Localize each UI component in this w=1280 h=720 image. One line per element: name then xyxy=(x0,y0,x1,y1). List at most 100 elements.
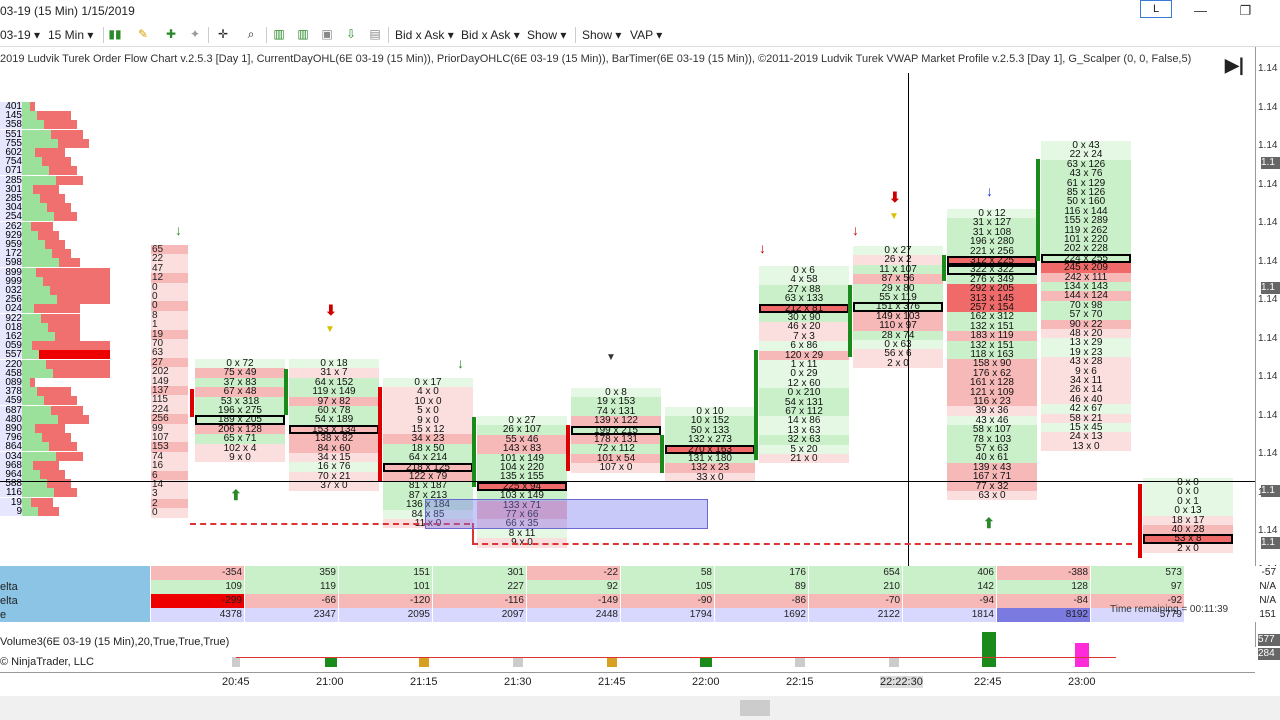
vp-sell-bar xyxy=(42,433,71,443)
scrollbar-thumb[interactable] xyxy=(740,700,770,716)
stats-cell: -66 xyxy=(245,594,338,608)
stats-cell: 359 xyxy=(245,566,338,580)
footprint-cell: 162 x 312 xyxy=(947,312,1037,322)
vp-price-label: 089 xyxy=(0,378,22,388)
vp-price-label: 999 xyxy=(0,276,22,286)
footprint-cell: 70 x 98 xyxy=(1041,300,1131,311)
time-label: 21:15 xyxy=(410,676,438,688)
vp-buy-bar xyxy=(22,295,57,305)
vp-sell-bar xyxy=(34,304,80,314)
show-dropdown-2[interactable]: Show ▾ xyxy=(582,28,622,42)
price-tick: 1.14 xyxy=(1258,525,1278,536)
vp-buy-bar xyxy=(22,332,55,341)
price-tick: 1.14 xyxy=(1258,63,1278,74)
chart-panel[interactable]: 2019 Ludvik Turek Order Flow Chart v.2.5… xyxy=(0,47,1255,567)
stats-cell: 573 xyxy=(1091,566,1184,580)
candle-body xyxy=(566,425,570,471)
crosshair-icon[interactable]: ✛ xyxy=(217,27,229,41)
save-icon[interactable]: ⇩ xyxy=(345,27,357,41)
interval-select[interactable]: 15 Min ▾ xyxy=(48,28,94,42)
bar-type-icon[interactable]: ▮▮ xyxy=(108,27,122,41)
bid-ask-dropdown-1[interactable]: Bid x Ask ▾ xyxy=(395,28,454,42)
stats-cell: 119 xyxy=(245,580,338,594)
image-icon[interactable]: ▣ xyxy=(321,27,333,41)
vp-price-label: 032 xyxy=(0,286,22,296)
vp-buy-bar xyxy=(22,470,40,479)
footprint-cell: 136 x 184 xyxy=(383,499,473,510)
minimize-icon[interactable]: — xyxy=(1194,3,1207,18)
vp-price-label: 401 xyxy=(0,102,22,112)
vp-sell-bar xyxy=(47,479,71,489)
window-title: 03-19 (15 Min) 1/15/2019 xyxy=(0,4,135,18)
footprint-cell: 245 x 209 xyxy=(1041,262,1131,273)
price-tick: 1.14 xyxy=(1258,371,1278,382)
instrument-select[interactable]: 03-19 ▾ xyxy=(0,28,41,42)
volume-tag: 284 xyxy=(1258,648,1280,660)
price-axis[interactable]: 1.14 1.14 1.14 1.14 1.14 1.14 1.14 1.14 1.14 1.14… xyxy=(1255,47,1280,647)
footprint-cell: 107 x 0 xyxy=(571,462,661,473)
footprint-cell: 4 x 0 xyxy=(383,387,473,397)
show-dropdown-1[interactable]: Show ▾ xyxy=(527,28,567,42)
price-tick: 1.14 xyxy=(1258,101,1278,113)
profile-count: 0 xyxy=(151,301,188,311)
stats-row: e 4378 2347 2095 2097 2448 1794 1692 2122 1814 819… xyxy=(0,608,1278,622)
footprint-cell: 64 x 152 xyxy=(289,377,379,388)
zoom-icon[interactable]: ⌕ xyxy=(247,27,255,41)
footprint-cell: 63 x 0 xyxy=(947,490,1037,501)
footprint-cell: 43 x 28 xyxy=(1041,356,1131,367)
time-label: 22:45 xyxy=(974,676,1002,688)
footprint-cell: 90 x 22 xyxy=(1041,319,1131,329)
strategy-icon[interactable]: ✦ xyxy=(189,27,201,41)
toolbar-separator xyxy=(266,27,267,43)
horizontal-scrollbar[interactable] xyxy=(0,696,1280,720)
vp-price-label: 162 xyxy=(0,332,22,342)
chart-style-icon-1[interactable]: ▥ xyxy=(273,27,285,41)
candle-body xyxy=(190,389,194,417)
vp-buy-bar xyxy=(22,460,33,470)
footprint-cell: 292 x 205 xyxy=(947,283,1037,294)
vp-price-label: 301 xyxy=(0,184,22,194)
candle-body xyxy=(754,350,758,460)
profile-count: 107 xyxy=(151,432,188,443)
profile-count: 3 xyxy=(151,489,188,499)
vp-sell-bar xyxy=(51,405,83,415)
footprint-cell: 134 x 143 xyxy=(1041,281,1131,292)
stats-cell: 1814 xyxy=(903,608,996,622)
footprint-cell: 138 x 82 xyxy=(289,433,379,444)
profile-count: 99 xyxy=(151,423,188,433)
stats-cell: 151 xyxy=(339,566,432,580)
stats-cell: -84 xyxy=(997,594,1090,608)
triangle-icon: ▼ xyxy=(606,352,616,363)
footprint-cell: 78 x 103 xyxy=(947,434,1037,444)
stats-cell: 109 xyxy=(151,580,244,594)
vp-price-label: 116 xyxy=(0,488,22,498)
footprint-cell: 199 x 215 xyxy=(571,425,661,435)
properties-icon[interactable]: ▤ xyxy=(369,27,381,41)
vp-buy-bar xyxy=(22,184,33,194)
l-button[interactable]: L xyxy=(1140,0,1172,18)
vp-buy-bar xyxy=(22,387,37,397)
vap-dropdown[interactable]: VAP ▾ xyxy=(630,28,663,42)
chart-style-icon-2[interactable]: ▥ xyxy=(297,27,309,41)
footprint-cell: 15 x 45 xyxy=(1041,422,1131,433)
vp-buy-bar xyxy=(22,212,54,222)
vp-sell-bar xyxy=(57,295,110,305)
footprint-cell: 2 x 0 xyxy=(1143,543,1233,554)
footprint-cell: 139 x 122 xyxy=(571,415,661,426)
footprint-cell: 39 x 36 xyxy=(947,406,1037,416)
maximize-icon[interactable]: ❐ xyxy=(1239,3,1252,18)
vp-buy-bar xyxy=(22,433,42,443)
time-label: 21:00 xyxy=(316,676,344,688)
vp-sell-bar xyxy=(54,488,77,498)
time-axis[interactable]: 20:45 21:00 21:15 21:30 21:45 22:00 22:15 22:22… xyxy=(0,672,1255,693)
pencil-icon[interactable]: ✎ xyxy=(137,27,149,41)
stats-cell: -354 xyxy=(151,566,244,580)
profile-count: 6 xyxy=(151,470,188,480)
footprint-cell: 57 x 63 xyxy=(947,443,1037,454)
vp-sell-bar xyxy=(42,157,71,167)
footprint-cell: 0 x 18 xyxy=(289,358,379,369)
add-indicator-icon[interactable]: ✚ xyxy=(165,27,177,41)
vp-sell-bar xyxy=(31,221,53,231)
bid-ask-dropdown-2[interactable]: Bid x Ask ▾ xyxy=(461,28,520,42)
play-icon[interactable]: ▶| xyxy=(1225,55,1244,75)
